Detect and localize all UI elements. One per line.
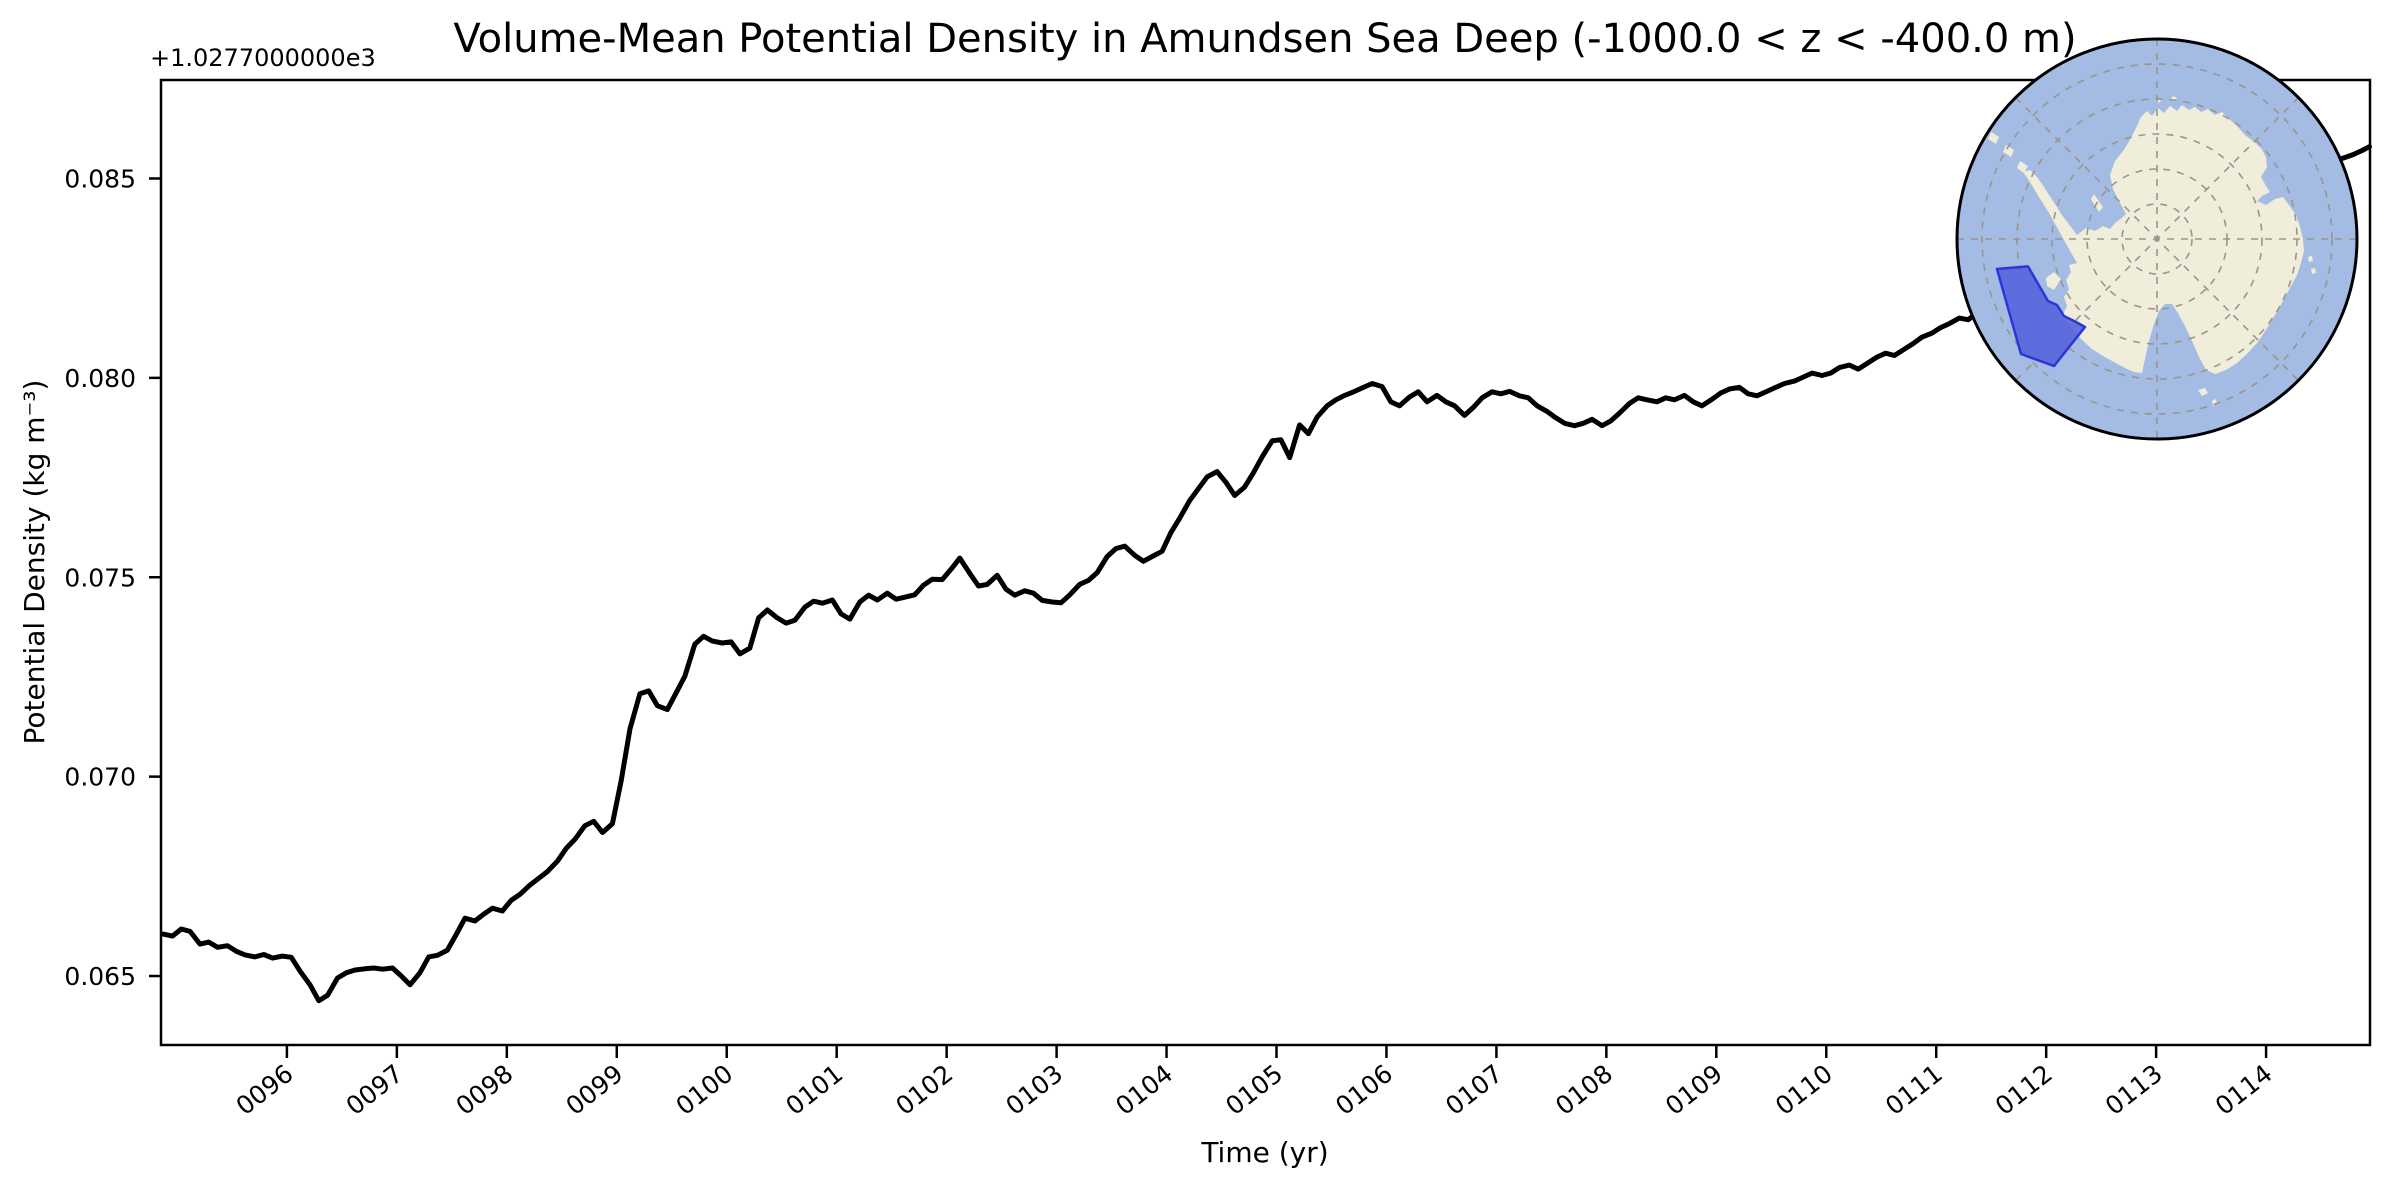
antarctica-land xyxy=(2311,268,2316,274)
x-tick-label: 0106 xyxy=(1330,1059,1398,1121)
x-tick-label: 0107 xyxy=(1440,1059,1508,1121)
x-tick-label: 0105 xyxy=(1220,1059,1288,1121)
x-tick-label: 0104 xyxy=(1110,1059,1178,1121)
x-axis-ticks: 0096 0097 0098 0099 0100 0101 0102 0103 0104 0105… xyxy=(231,1045,2278,1121)
graticule-meridian xyxy=(2015,97,2299,381)
x-tick-label: 0112 xyxy=(1990,1059,2058,1121)
x-tick-label: 0097 xyxy=(341,1059,409,1121)
antarctica-map-inset xyxy=(1955,37,2359,441)
axes-spines xyxy=(159,78,2372,1047)
x-tick-label: 0100 xyxy=(670,1059,738,1121)
graticule-parallel xyxy=(2121,203,2193,275)
y-tick-label: 0.065 xyxy=(64,962,136,991)
antarctica-land xyxy=(2017,161,2028,173)
x-tick-label: 0099 xyxy=(560,1059,628,1121)
x-tick-label: 0096 xyxy=(231,1059,299,1121)
antarctica-land xyxy=(2198,388,2208,396)
x-tick-label: 0108 xyxy=(1550,1059,1618,1121)
x-tick-label: 0109 xyxy=(1660,1059,1728,1121)
x-tick-label: 0103 xyxy=(1000,1059,1068,1121)
x-tick-label: 0102 xyxy=(890,1059,958,1121)
y-axis-label: Potential Density (kg m⁻³) xyxy=(18,380,51,745)
y-tick-label: 0.075 xyxy=(64,563,136,592)
x-tick-label: 0114 xyxy=(2210,1059,2278,1121)
globe-contents xyxy=(1957,39,2357,439)
antarctica-land xyxy=(2308,256,2313,262)
x-tick-label: 0101 xyxy=(780,1059,848,1121)
x-tick-label: 0098 xyxy=(451,1059,519,1121)
chart-title: Volume-Mean Potential Density in Amundse… xyxy=(453,16,2076,62)
antarctica-land xyxy=(2003,145,2014,157)
y-axis-offset-text: +1.0277000000e3 xyxy=(150,44,376,72)
antarctica-land xyxy=(1988,132,1999,144)
x-tick-label: 0110 xyxy=(1770,1059,1838,1121)
graticule-parallel xyxy=(1981,63,2333,415)
y-tick-label: 0.085 xyxy=(64,164,136,193)
amundsen-sea-region-highlight xyxy=(1995,265,2087,368)
y-axis-ticks: 0.065 0.070 0.075 0.080 0.085 xyxy=(64,164,161,991)
antarctica-land xyxy=(2023,105,2304,374)
graticule-parallel xyxy=(2051,133,2263,345)
x-tick-label: 0113 xyxy=(2100,1059,2168,1121)
globe-outline xyxy=(1955,37,2359,441)
y-tick-label: 0.070 xyxy=(64,763,136,792)
x-tick-label: 0111 xyxy=(1880,1059,1948,1121)
y-tick-label: 0.080 xyxy=(64,364,136,393)
x-axis-label: Time (yr) xyxy=(1200,1136,1328,1169)
antarctica-land xyxy=(2046,272,2061,290)
